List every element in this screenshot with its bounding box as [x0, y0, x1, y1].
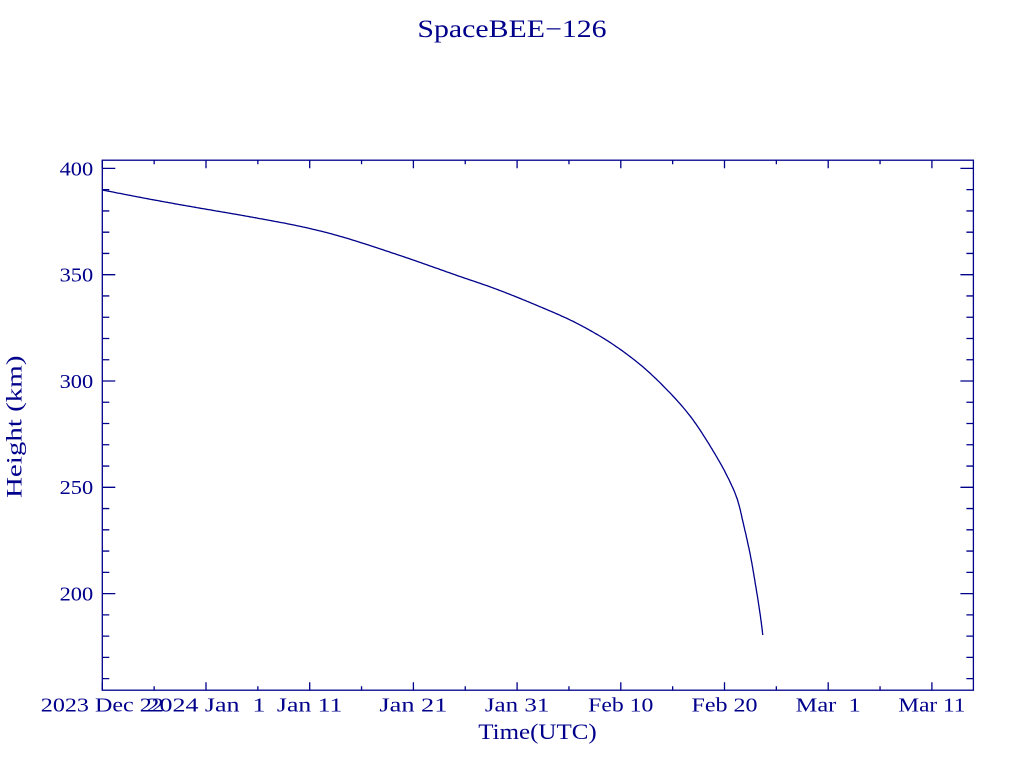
svg-text:Jan 21: Jan 21 [379, 695, 447, 717]
svg-text:250: 250 [60, 477, 94, 499]
svg-text:300: 300 [60, 371, 94, 393]
svg-text:400: 400 [60, 158, 94, 180]
svg-text:2023 Dec 22: 2023 Dec 22 [41, 695, 164, 717]
svg-text:Height (km): Height (km) [2, 356, 27, 499]
svg-text:Feb 10: Feb 10 [588, 695, 653, 717]
svg-text:SpaceBEE−126: SpaceBEE−126 [417, 16, 606, 43]
svg-text:Time(UTC): Time(UTC) [478, 719, 596, 744]
svg-text:Jan 31: Jan 31 [485, 695, 550, 717]
svg-text:Jan 11: Jan 11 [277, 695, 343, 717]
svg-text:Mar 1: Mar 1 [796, 695, 861, 717]
svg-text:200: 200 [60, 584, 94, 606]
svg-text:350: 350 [60, 265, 94, 287]
svg-text:Feb 20: Feb 20 [692, 695, 758, 717]
svg-text:Mar 11: Mar 11 [898, 695, 965, 717]
svg-text:2024 Jan 1: 2024 Jan 1 [147, 695, 266, 717]
